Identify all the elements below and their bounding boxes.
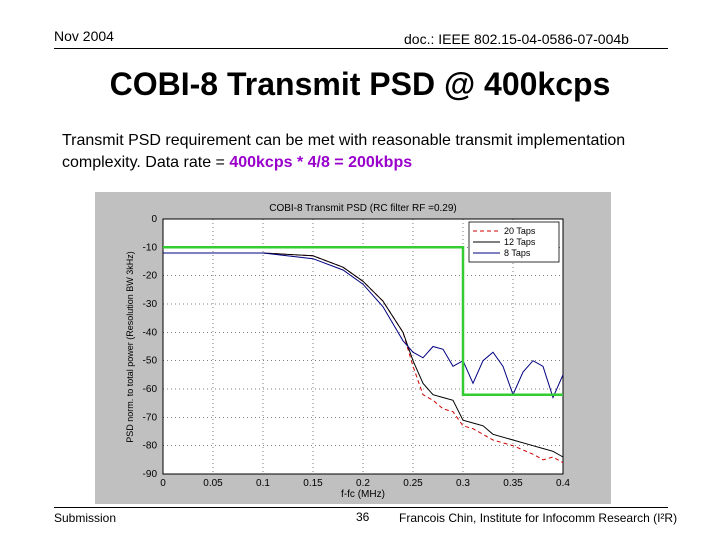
x-tick-labels: 0 0.05 0.1 0.15 0.2 0.25 0.3 0.35 0.4 — [160, 478, 570, 489]
footer-author: Francois Chin, Institute for Infocomm Re… — [399, 511, 678, 525]
body-line-2: complexity. Data rate = 400kcps * 4/8 = … — [62, 152, 702, 174]
x-tick-label: 0 — [160, 478, 166, 489]
x-axis-label: f-fc (MHz) — [341, 489, 385, 500]
y-tick-label: -90 — [143, 469, 158, 480]
y-tick-label: -20 — [143, 271, 158, 282]
series-lines — [163, 246, 564, 464]
header-date: Nov 2004 — [54, 28, 114, 44]
data-rate-highlight: 400kcps * 4/8 = 200kbps — [229, 154, 413, 171]
body-line-1: Transmit PSD requirement can be met with… — [62, 132, 626, 149]
x-tick-label: 0.2 — [356, 478, 370, 489]
chart-title: COBI-8 Transmit PSD (RC filter RF =0.29) — [269, 203, 457, 214]
body-text: Transmit PSD requirement can be met with… — [62, 130, 702, 174]
legend-label-20-taps: 20 Taps — [504, 226, 536, 236]
y-tick-label: -60 — [143, 384, 158, 395]
y-tick-label: -50 — [143, 356, 158, 367]
x-tick-label: 0.3 — [456, 478, 470, 489]
series-line-mask — [163, 246, 563, 396]
y-tick-labels: 0 -10 -20 -30 -40 -50 -60 -70 -80 -90 — [143, 214, 158, 480]
footer-submission: Submission — [54, 511, 117, 525]
legend: 20 Taps 12 Taps 8 Taps — [468, 221, 560, 263]
y-tick-label: 0 — [151, 214, 157, 225]
header-rule — [54, 48, 668, 49]
x-tick-label: 0.1 — [256, 478, 270, 489]
x-tick-label: 0.35 — [503, 478, 523, 489]
y-tick-label: -30 — [143, 299, 158, 310]
legend-label-12-taps: 12 Taps — [504, 237, 536, 247]
y-tick-label: -80 — [143, 441, 158, 452]
grid — [162, 218, 564, 475]
psd-chart: 0 0.05 0.1 0.15 0.2 0.25 0.3 0.35 0.4 0 -10 -20 -30… — [125, 203, 570, 500]
y-axis-label: PSD norm. to total power (Resolution BW … — [125, 251, 135, 443]
footer-page-number: 36 — [356, 510, 370, 524]
x-tick-label: 0.25 — [403, 478, 423, 489]
x-tick-label: 0.05 — [203, 478, 223, 489]
slide-title: COBI-8 Transmit PSD @ 400kcps — [109, 66, 611, 102]
y-tick-label: -40 — [143, 327, 158, 338]
x-tick-label: 0.4 — [556, 478, 570, 489]
series-line-8-taps — [163, 252, 564, 399]
series-line-12-taps — [163, 252, 564, 458]
y-tick-label: -10 — [143, 242, 158, 253]
header-doc-id: doc.: IEEE 802.15-04-0586-07-004b — [404, 31, 629, 47]
psd-figure: 0 0.05 0.1 0.15 0.2 0.25 0.3 0.35 0.4 0 -10 -20 -30… — [95, 192, 611, 504]
x-tick-label: 0.15 — [303, 478, 323, 489]
body-line-2-prefix: complexity. Data rate = — [62, 154, 230, 171]
footer-rule — [54, 507, 668, 508]
y-tick-label: -70 — [143, 412, 158, 423]
legend-label-8-taps: 8 Taps — [504, 248, 531, 258]
